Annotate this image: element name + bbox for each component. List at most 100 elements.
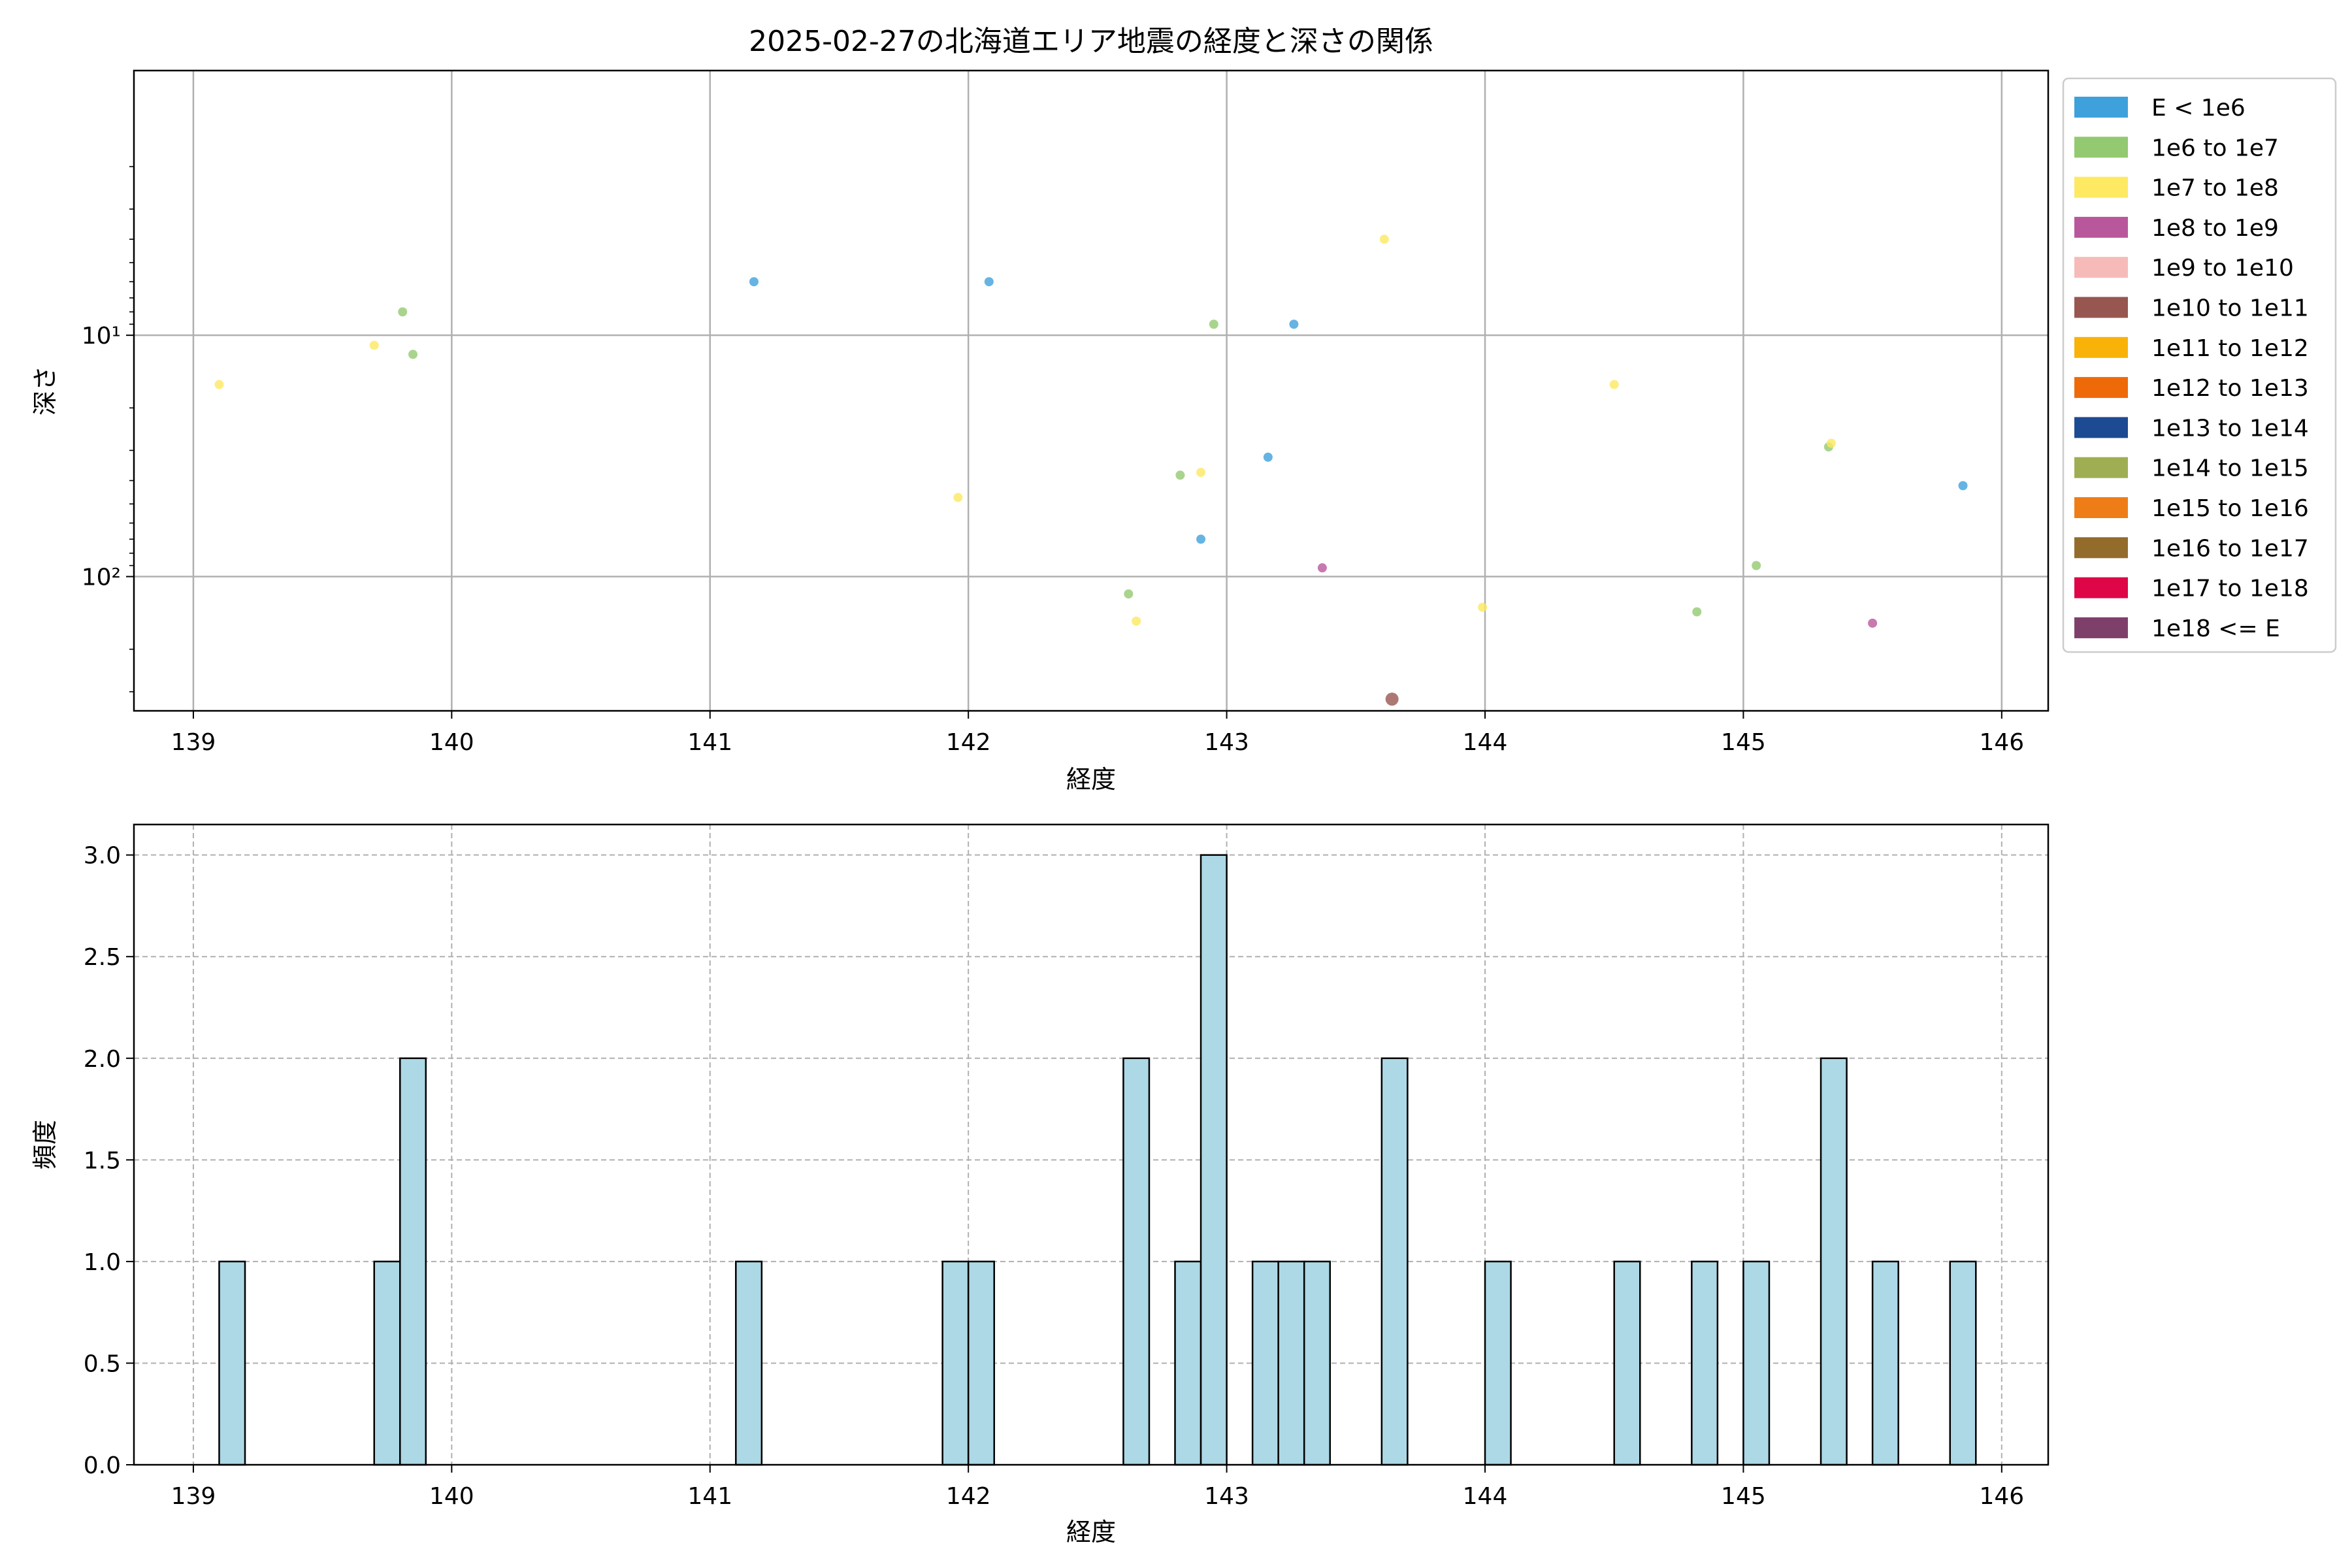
histogram-bar: [1691, 1260, 1719, 1466]
histogram-x-tick-label: 139: [171, 1483, 216, 1510]
scatter-point: [1385, 693, 1399, 706]
histogram-x-tick-label: 144: [1463, 1483, 1508, 1510]
scatter-point: [408, 350, 418, 359]
scatter-point: [1209, 319, 1218, 329]
scatter-points: [214, 235, 1968, 706]
histogram-bar: [1820, 1057, 1848, 1466]
histogram-bar: [735, 1260, 763, 1466]
legend-swatch: [2074, 97, 2128, 118]
legend-label: 1e15 to 1e16: [2151, 495, 2309, 522]
legend-label: 1e18 <= E: [2151, 615, 2280, 642]
scatter-point: [1132, 616, 1141, 626]
scatter-y-tick-label: 10¹: [82, 323, 121, 350]
scatter-title: 2025-02-27の北海道エリア地震の経度と深さの関係: [749, 25, 1433, 58]
histogram-y-tick-label: 0.5: [84, 1350, 121, 1377]
histogram-bar: [399, 1057, 427, 1466]
legend-label: 1e8 to 1e9: [2151, 215, 2279, 242]
scatter-point: [1958, 481, 1968, 491]
histogram-bar: [1303, 1260, 1331, 1466]
legend: E < 1e6 1e6 to 1e7 1e7 to 1e8 1e8 to 1e9 1e9…: [2062, 77, 2337, 653]
histogram-x-tick-label: 141: [687, 1483, 732, 1510]
scatter-grid: [134, 71, 2048, 711]
legend-swatch: [2074, 297, 2128, 318]
scatter-x-tick-label: 146: [1979, 729, 2024, 756]
histogram-bar: [1742, 1260, 1771, 1466]
scatter-point: [1289, 319, 1299, 329]
scatter-point: [749, 277, 759, 287]
scatter-x-ticks: 139 140 141 142 143 144 145 146: [171, 711, 2024, 756]
histogram-x-ticks: 139 140 141 142 143 144 145 146: [171, 1465, 2024, 1510]
legend-label: 1e10 to 1e11: [2151, 295, 2309, 322]
histogram-y-tick-label: 2.0: [84, 1046, 121, 1073]
scatter-x-tick-label: 139: [171, 729, 216, 756]
histogram-bar: [1380, 1057, 1409, 1466]
histogram-bar: [1484, 1260, 1512, 1466]
scatter-point: [369, 340, 379, 350]
histogram-y-axis-label: 頻度: [31, 1120, 59, 1169]
histogram-bar: [1949, 1260, 1977, 1466]
scatter-axes-frame: [133, 69, 2050, 712]
histogram-bar: [1871, 1260, 1899, 1466]
legend-label: 1e11 to 1e12: [2151, 335, 2309, 362]
legend-swatch: [2074, 257, 2128, 278]
histogram-x-axis-label: 経度: [1066, 1518, 1116, 1546]
scatter-y-ticks: 10¹ 10²: [82, 166, 134, 693]
legend-swatch: [2074, 617, 2128, 638]
scatter-point: [214, 380, 224, 389]
legend-swatch: [2074, 417, 2128, 438]
legend-label: 1e9 to 1e10: [2151, 255, 2294, 282]
legend-swatch: [2074, 137, 2128, 158]
scatter-x-tick-label: 142: [946, 729, 991, 756]
histogram-bar: [1122, 1057, 1151, 1466]
histogram-panel: 139 140 141 142 143 144 145 146 0.0 0.5 1.0 1.5 2.0…: [31, 823, 2050, 1546]
histogram-bar: [1277, 1260, 1305, 1466]
histogram-x-tick-label: 146: [1979, 1483, 2024, 1510]
scatter-x-tick-label: 141: [687, 729, 732, 756]
legend-label: 1e12 to 1e13: [2151, 375, 2309, 402]
histogram-x-tick-label: 142: [946, 1483, 991, 1510]
scatter-point: [984, 277, 994, 287]
histogram-y-tick-label: 1.0: [84, 1249, 121, 1276]
legend-label: 1e7 to 1e8: [2151, 175, 2279, 202]
legend-label: E < 1e6: [2151, 95, 2246, 122]
histogram-bar: [967, 1260, 995, 1466]
histogram-y-ticks: 0.0 0.5 1.0 1.5 2.0 2.5 3.0: [84, 843, 134, 1479]
histogram-bar: [941, 1260, 970, 1466]
histogram-axes-frame: [133, 823, 2050, 1466]
scatter-x-axis-label: 経度: [1066, 765, 1116, 794]
scatter-point: [1317, 563, 1327, 573]
histogram-y-tick-label: 3.0: [84, 843, 121, 870]
histogram-bar: [373, 1260, 401, 1466]
scatter-point: [1175, 470, 1185, 480]
legend-items: E < 1e6 1e6 to 1e7 1e7 to 1e8 1e8 to 1e9 1e9…: [2074, 95, 2309, 642]
scatter-panel: 2025-02-27の北海道エリア地震の経度と深さの関係 139 140 141 14…: [31, 25, 2337, 794]
legend-swatch: [2074, 216, 2128, 238]
legend-swatch: [2074, 176, 2128, 198]
legend-frame: [2062, 77, 2337, 653]
histogram-y-tick-label: 2.5: [84, 944, 121, 971]
scatter-point: [1379, 235, 1389, 244]
legend-label: 1e16 to 1e17: [2151, 535, 2309, 562]
histogram-bar: [1174, 1260, 1202, 1466]
scatter-point: [1478, 602, 1488, 612]
histogram-bar: [1251, 1260, 1279, 1466]
legend-swatch: [2074, 377, 2128, 399]
legend-swatch: [2074, 577, 2128, 598]
scatter-x-tick-label: 143: [1204, 729, 1249, 756]
scatter-point: [398, 307, 408, 317]
scatter-point: [953, 493, 963, 502]
scatter-x-tick-label: 144: [1463, 729, 1508, 756]
histogram-y-tick-label: 0.0: [84, 1452, 121, 1479]
scatter-point: [1196, 468, 1206, 478]
histogram-y-tick-label: 1.5: [84, 1147, 121, 1174]
histogram-bar: [1200, 854, 1228, 1466]
scatter-x-tick-label: 145: [1721, 729, 1766, 756]
scatter-y-axis-label: 深さ: [31, 366, 59, 416]
histogram-bar: [1613, 1260, 1641, 1466]
histogram-x-tick-label: 140: [429, 1483, 474, 1510]
scatter-point: [1196, 534, 1206, 544]
histogram-x-tick-label: 143: [1204, 1483, 1249, 1510]
legend-label: 1e6 to 1e7: [2151, 135, 2279, 161]
scatter-point: [1263, 452, 1273, 462]
